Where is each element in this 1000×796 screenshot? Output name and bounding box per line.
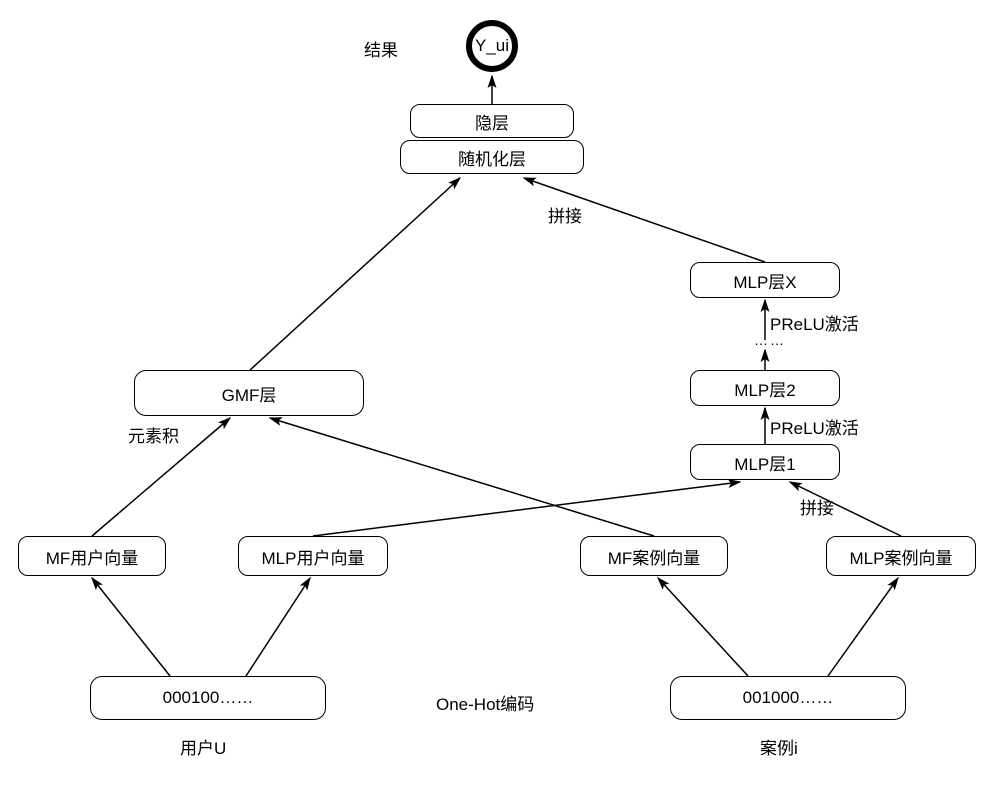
mlp-case-vec-node: MLP案例向量 xyxy=(826,536,976,576)
concat-label-1: 拼接 xyxy=(548,202,582,227)
mlp-1-node: MLP层1 xyxy=(690,444,840,480)
onehot-encoding-label: One-Hot编码 xyxy=(436,690,534,715)
mlp-user-vec-node: MLP用户向量 xyxy=(238,536,388,576)
concat-label-2: 拼接 xyxy=(800,494,834,519)
onehot-case-node: 001000…… xyxy=(670,676,906,720)
element-product-label: 元素积 xyxy=(128,422,179,447)
mf-case-vec-node: MF案例向量 xyxy=(580,536,728,576)
result-label: 结果 xyxy=(364,36,398,61)
ellipsis: …… xyxy=(754,332,786,348)
diagram-canvas: Y_ui 隐层 随机化层 GMF层 MLP层X MLP层2 MLP层1 MF用户… xyxy=(0,0,1000,796)
random-layer-node: 随机化层 xyxy=(400,140,584,174)
mlp-2-node: MLP层2 xyxy=(690,370,840,406)
hidden-layer-node: 隐层 xyxy=(410,104,574,138)
output-node: Y_ui xyxy=(466,20,518,72)
output-label: Y_ui xyxy=(475,36,509,56)
user-u-label: 用户U xyxy=(180,734,226,759)
onehot-user-node: 000100…… xyxy=(90,676,326,720)
case-i-label: 案例i xyxy=(760,734,798,759)
mlp-x-node: MLP层X xyxy=(690,262,840,298)
mf-user-vec-node: MF用户向量 xyxy=(18,536,166,576)
prelu-label-2: PReLU激活 xyxy=(770,414,859,439)
gmf-layer-node: GMF层 xyxy=(134,370,364,416)
